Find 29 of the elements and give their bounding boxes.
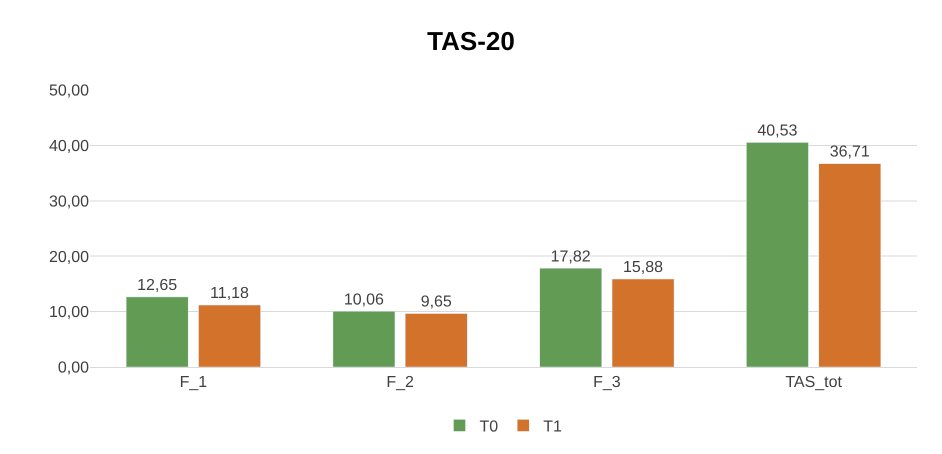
y-tick-label: 10,00 <box>48 304 90 322</box>
y-tick-label: 50,00 <box>48 82 90 100</box>
y-tick-label: 30,00 <box>48 193 90 210</box>
legend-label: T0 <box>480 418 498 436</box>
data-label: 36,71 <box>830 144 870 161</box>
bar <box>539 268 602 367</box>
data-label: 10,06 <box>344 291 384 308</box>
bar <box>332 311 396 367</box>
legend-label: T1 <box>543 418 562 436</box>
data-label: 15,88 <box>622 259 664 276</box>
y-tick-label: 20,00 <box>48 248 90 266</box>
y-tick-label: 40,00 <box>48 138 90 155</box>
bar <box>126 296 188 367</box>
bar <box>198 304 261 367</box>
data-label: 11,18 <box>210 285 250 302</box>
bar <box>746 142 809 367</box>
y-tick-label: 0,00 <box>58 360 90 377</box>
bar <box>818 163 882 367</box>
x-tick-label: F_1 <box>180 374 208 392</box>
data-label: 12,65 <box>137 276 178 294</box>
x-tick-label: TAS_tot <box>785 374 842 392</box>
bar <box>405 313 468 367</box>
data-label: 9,65 <box>420 294 452 311</box>
data-label: 40,53 <box>757 122 798 140</box>
data-label: 17,82 <box>550 248 591 266</box>
bar <box>612 278 674 367</box>
x-tick-label: F_2 <box>386 374 414 392</box>
x-tick-label: F_3 <box>593 374 621 392</box>
chart-title: TAS-20 <box>427 26 515 56</box>
